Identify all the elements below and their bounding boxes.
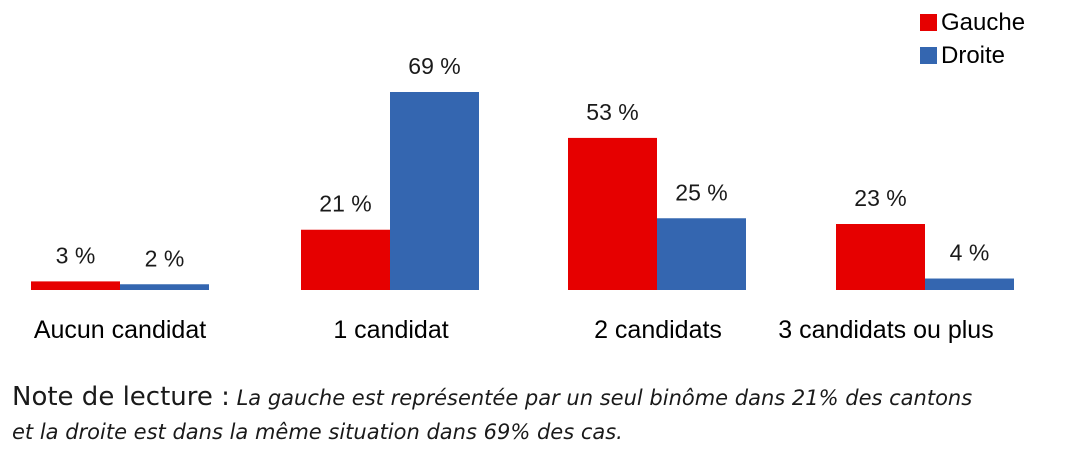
reading-note-text-2: et la droite est dans la même situation … bbox=[12, 420, 623, 444]
category-labels-group: Aucun candidat 1 candidat 2 candidats 3 can… bbox=[34, 316, 994, 344]
bar-gauche-1 bbox=[31, 281, 120, 290]
legend: Gauche Droite bbox=[920, 9, 1025, 69]
value-label-gauche-2: 21 % bbox=[319, 191, 371, 217]
category-label-1: Aucun candidat bbox=[34, 316, 206, 344]
note-heading-text: Note de lecture : bbox=[12, 382, 230, 412]
bars-group bbox=[31, 92, 1014, 290]
reading-note-line1: Note de lecture : La gauche est représen… bbox=[12, 380, 1067, 415]
value-label-gauche-3: 53 % bbox=[586, 99, 638, 125]
value-label-droite-2: 69 % bbox=[408, 53, 460, 79]
legend-swatch-gauche bbox=[920, 14, 937, 31]
value-label-droite-4: 4 % bbox=[950, 240, 990, 266]
reading-note: Note de lecture : La gauche est représen… bbox=[12, 380, 1067, 449]
value-label-droite-3: 25 % bbox=[675, 179, 727, 205]
bar-gauche-2 bbox=[301, 229, 390, 290]
value-labels-group: 3 % 2 % 21 % 69 % 53 % 25 % 23 % 4 % bbox=[56, 53, 990, 271]
bar-droite-4 bbox=[925, 278, 1014, 290]
value-label-gauche-4: 23 % bbox=[854, 185, 906, 211]
legend-swatch-droite bbox=[920, 47, 937, 64]
bar-droite-3 bbox=[657, 218, 746, 290]
bar-droite-2 bbox=[390, 92, 479, 290]
category-label-4: 3 candidats ou plus bbox=[778, 316, 993, 344]
bar-gauche-4 bbox=[836, 224, 925, 290]
reading-note-text-1: La gauche est représentée par un seul bi… bbox=[236, 386, 973, 410]
reading-note-heading: Note de lecture : bbox=[12, 382, 230, 412]
bar-droite-1 bbox=[120, 284, 209, 290]
legend-label-gauche: Gauche bbox=[941, 9, 1025, 36]
bar-chart: 3 % 2 % 21 % 69 % 53 % 25 % 23 % 4 % Aucun cand… bbox=[31, 9, 1025, 344]
legend-label-droite: Droite bbox=[941, 42, 1005, 69]
bar-gauche-3 bbox=[568, 137, 657, 290]
category-label-2: 1 candidat bbox=[333, 316, 448, 344]
value-label-gauche-1: 3 % bbox=[56, 242, 96, 268]
category-label-3: 2 candidats bbox=[594, 316, 722, 344]
value-label-droite-1: 2 % bbox=[145, 245, 185, 271]
